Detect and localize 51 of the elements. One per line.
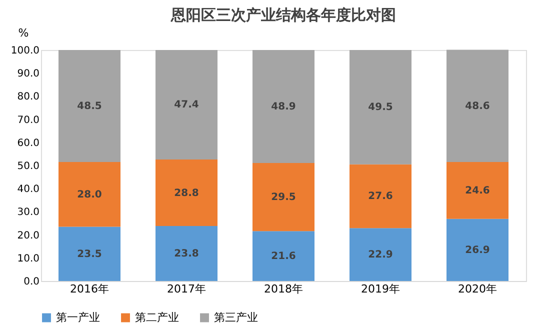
bar <box>58 226 120 281</box>
legend-label: 第二产业 <box>135 310 179 324</box>
bar <box>156 159 218 226</box>
legend-label: 第三产业 <box>214 310 258 324</box>
bar <box>252 50 314 163</box>
data-label: 22.9 <box>368 250 393 261</box>
bar <box>446 162 508 219</box>
bar <box>350 164 412 228</box>
data-label: 48.5 <box>77 101 102 112</box>
data-label: 27.6 <box>368 191 393 202</box>
bar <box>446 50 508 162</box>
y-tick-label: 50.0 <box>17 161 40 172</box>
legend-label: 第一产业 <box>56 310 100 324</box>
y-tick-label: 20.0 <box>17 230 40 242</box>
data-label: 49.5 <box>368 102 393 114</box>
x-tick-label: 2017年 <box>167 282 206 296</box>
data-label: 47.4 <box>174 100 199 111</box>
bar <box>350 228 412 281</box>
y-tick-label: 0.0 <box>24 276 40 288</box>
y-tick-label: 30.0 <box>17 207 40 218</box>
bar <box>58 162 120 227</box>
data-label: 23.5 <box>77 248 102 260</box>
bar <box>350 50 412 164</box>
bar <box>446 218 508 281</box>
x-tick-label: 2016年 <box>70 282 109 296</box>
data-label: 23.8 <box>174 248 199 260</box>
data-label: 48.6 <box>465 100 490 112</box>
data-label: 28.0 <box>77 189 102 200</box>
chart-title: 恩阳区三次产业结构各年度比对图 <box>170 6 396 24</box>
bar <box>252 162 314 232</box>
y-tick-label: 80.0 <box>17 92 40 103</box>
y-tick-label: 90.0 <box>17 68 40 80</box>
y-tick-label: 40.0 <box>17 184 40 196</box>
y-tick-label: 10.0 <box>17 253 40 264</box>
data-label: 24.6 <box>465 185 490 196</box>
data-label: 48.9 <box>271 101 296 112</box>
bar <box>58 50 120 162</box>
y-tick-label: 70.0 <box>17 114 40 126</box>
y-tick-label: 60.0 <box>17 138 40 149</box>
data-label: 28.8 <box>174 188 199 199</box>
bar <box>156 50 218 160</box>
bar <box>156 226 218 281</box>
x-tick-label: 2020年 <box>458 282 497 296</box>
bar <box>252 231 314 281</box>
data-label: 26.9 <box>465 244 490 256</box>
x-tick-label: 2019年 <box>361 282 400 296</box>
data-label: 29.5 <box>271 192 296 204</box>
x-tick-label: 2018年 <box>264 282 303 296</box>
data-label: 21.6 <box>271 251 296 262</box>
y-axis-title: % <box>18 26 29 40</box>
y-tick-label: 100.0 <box>10 46 40 56</box>
